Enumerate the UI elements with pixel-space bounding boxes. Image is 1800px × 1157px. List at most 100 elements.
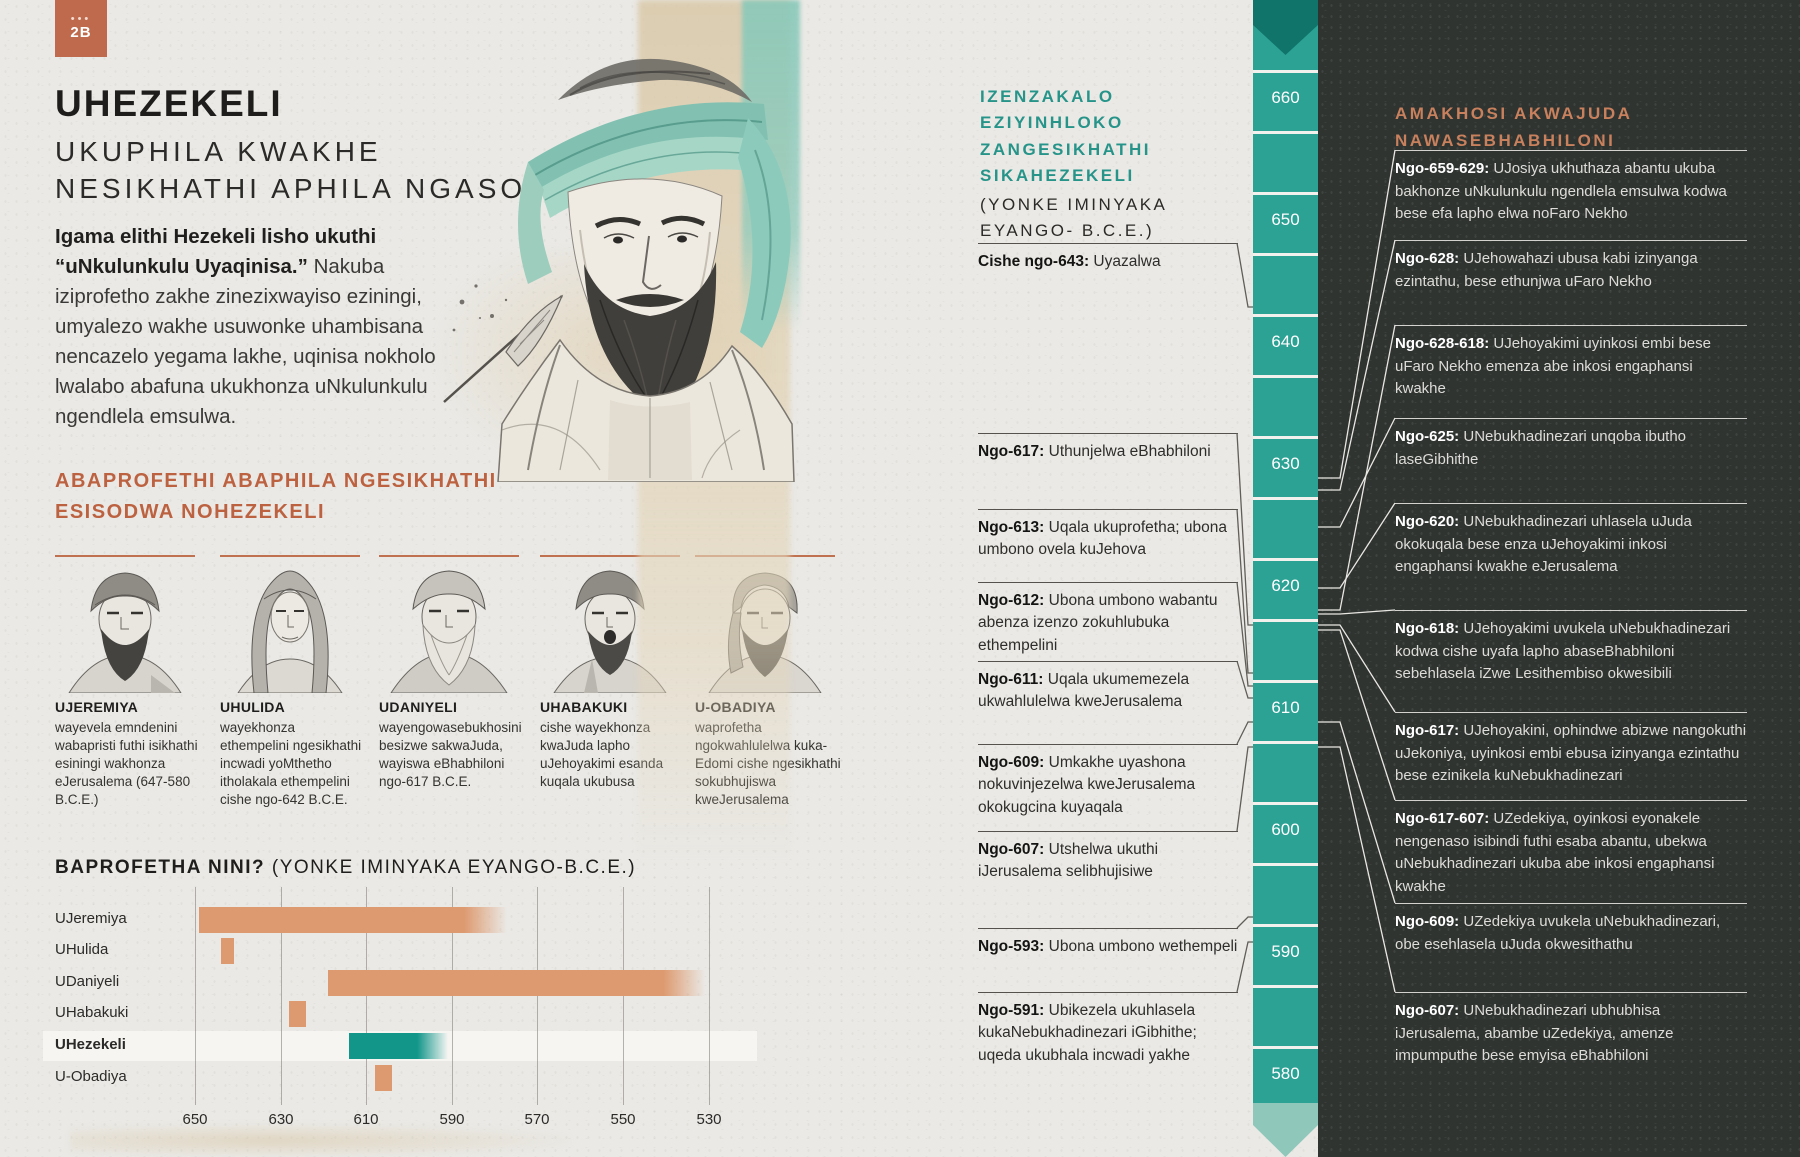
bar-daniel <box>328 970 705 996</box>
axis-label-570: 570 <box>524 1111 550 1128</box>
king-event-620: Ngo-620: UNebukhadinezari uhlasela uJuda… <box>1395 503 1747 579</box>
king-event-609: Ngo-609: UZedekiya uvukela uNebukhadinez… <box>1395 903 1747 956</box>
timeline-year-label: 620 <box>1271 576 1300 595</box>
prophet-card-daniel: UDANIYELI wayengowasebukhosini besizwe s… <box>379 555 531 791</box>
mid-events-subtitle: (YONKE IMINYAKA EYANGO- B.C.E.) <box>980 195 1168 241</box>
event-text: UJehoyakimi uyinkosi embi bese uFaro Nek… <box>1395 335 1711 397</box>
event-text: UNebukhadinezari uhlasela uJuda okokuqal… <box>1395 513 1692 575</box>
timeline-divider <box>1253 375 1318 378</box>
left-connectors <box>1236 242 1253 993</box>
event-text: Uyazalwa <box>1093 253 1161 270</box>
timeline-divider <box>1253 619 1318 622</box>
prophet-description: wayengowasebukhosini besizwe sakwaJuda, … <box>379 720 522 790</box>
timeline-divider <box>1253 680 1318 683</box>
row-label-daniel: UDaniyeli <box>55 973 120 990</box>
row-label-ezekiel: UHezekeli <box>55 1036 126 1053</box>
king-event-607: Ngo-607: UNebukhadinezari ubhubhisa iJer… <box>1395 992 1747 1068</box>
event-year: Ngo-620: <box>1395 513 1460 530</box>
king-event-625: Ngo-625: UNebukhadinezari unqoba ibutho … <box>1395 418 1747 471</box>
event-617-exile: Ngo-617: Uthunjelwa eBhabhiloni <box>978 433 1238 463</box>
timeline-year-label: 590 <box>1271 942 1300 961</box>
event-text: Uqala ukumemezela ukwahlulelwa kweJerusa… <box>978 671 1190 711</box>
axis-label-650: 650 <box>182 1111 208 1128</box>
timeline-divider <box>1253 314 1318 317</box>
page-subtitle: UKUPHILA KWAKHE NESIKHATHI APHILA NGASO <box>55 136 527 205</box>
event-year: Ngo-659-629: <box>1395 160 1490 177</box>
timeline-bottom-arrow-icon <box>1253 1103 1318 1157</box>
event-text: UNebukhadinezari ubhubhisa iJerusalema, … <box>1395 1002 1674 1064</box>
card-accent-rule <box>220 555 360 557</box>
king-event-659-629: Ngo-659-629: UJosiya ukhuthaza abantu uk… <box>1395 150 1747 226</box>
prophet-description: waprofetha ngokwahlulelwa kuka-Edomi cis… <box>695 720 841 808</box>
gridline-530 <box>709 887 710 1105</box>
bar-obadiah <box>375 1065 392 1091</box>
event-text: Ubona umbono wethempeli <box>1048 938 1238 955</box>
timeline-year-label: 630 <box>1271 454 1300 473</box>
row-label-huldah: UHulida <box>55 941 109 958</box>
timeline-year-label: 650 <box>1271 210 1300 229</box>
prophet-portrait-sketch <box>68 572 182 693</box>
event-591-egypt: Ngo-591: Ubikezela ukuhlasela kukaNebukh… <box>978 992 1238 1067</box>
badge-label: 2B <box>70 24 92 41</box>
event-text: UJehoyakini, ophindwe abizwe nangokuthi … <box>1395 722 1747 784</box>
timeline-column <box>1253 0 1318 1125</box>
prophet-card-jeremiah: UJEREMIYA wayevela emndenini wabapristi … <box>55 555 207 809</box>
king-event-617-607: Ngo-617-607: UZedekiya, oyinkosi eyonake… <box>1395 800 1747 898</box>
row-label-habakkuk: UHabakuki <box>55 1004 129 1021</box>
event-year: Cishe ngo-643: <box>978 253 1090 270</box>
row-label-jeremiah: UJeremiya <box>55 910 127 927</box>
timeline-year-label: 580 <box>1271 1064 1300 1083</box>
king-event-618: Ngo-618: UJehoyakimi uvukela uNebukhadin… <box>1395 610 1747 686</box>
ink-splatter <box>452 284 508 332</box>
event-text: Ubikezela ukuhlasela kukaNebukhadinezari… <box>978 1002 1197 1064</box>
event-text: Utshelwa ukuthi iJerusalema selibhujisiw… <box>978 841 1159 881</box>
card-accent-rule <box>55 555 195 557</box>
timeline-divider <box>1253 802 1318 805</box>
page-badge: ••• 2B <box>55 0 107 57</box>
gridline-550 <box>623 887 624 1105</box>
bar-jeremiah <box>199 907 507 933</box>
event-year: Ngo-612: <box>978 592 1045 609</box>
prophet-name: UHABAKUKI <box>540 699 628 715</box>
event-text: UJosiya ukhuthaza abantu ukuba bakhonze … <box>1395 160 1727 222</box>
card-accent-rule <box>695 555 835 557</box>
timeline-divider <box>1253 985 1318 988</box>
prophet-name: UHULIDA <box>220 699 286 715</box>
page-title: UHEZEKELI <box>55 83 283 124</box>
event-year: Ngo-617-607: <box>1395 810 1490 827</box>
gantt-title-note: (YONKE IMINYAKA EYANGO-B.C.E.) <box>271 857 637 878</box>
prophet-card-obadiah: U-OBADIYA waprofetha ngokwahlulelwa kuka… <box>695 555 847 809</box>
event-text: Ubona umbono wabantu abenza izenzo zokuh… <box>978 592 1218 654</box>
king-event-628: Ngo-628: UJehowahazi ubusa kabi izinyang… <box>1395 240 1747 293</box>
prophecy-gantt-chart: BAPROFETHA NINI? (YONKE IMINYAKA EYANGO-… <box>43 855 769 1155</box>
mid-events-title: IZENZAKALO EZIYINHLOKO ZANGESIKHATHI SIK… <box>980 87 1152 186</box>
prophet-description: wayekhonza ethempelini ngesikhathi incwa… <box>220 720 362 808</box>
timeline-divider <box>1253 741 1318 744</box>
event-year: Ngo-628: <box>1395 250 1460 267</box>
timeline-divider <box>1253 131 1318 134</box>
card-accent-rule <box>379 555 519 557</box>
gridline-630 <box>281 887 282 1105</box>
event-text: Umkakhe uyashona nokuvinjezelwa kweJerus… <box>978 754 1196 816</box>
event-year: Ngo-617: <box>978 443 1045 460</box>
timeline-divider <box>1253 192 1318 195</box>
prophet-description: cishe wayekhonza kwaJuda lapho uJehoyaki… <box>540 720 664 790</box>
bar-ezekiel <box>349 1033 448 1059</box>
ezekiel-portrait-sketch <box>443 58 795 483</box>
event-year: Ngo-625: <box>1395 428 1460 445</box>
event-year: Ngo-609: <box>978 754 1045 771</box>
gantt-title: BAPROFETHA NINI? (YONKE IMINYAKA EYANGO-… <box>55 857 636 879</box>
event-year: Ngo-618: <box>1395 620 1460 637</box>
timeline-year-label: 660 <box>1271 88 1300 107</box>
gantt-title-question: BAPROFETHA NINI? <box>55 857 266 878</box>
prophet-portrait-sketch <box>390 570 508 693</box>
event-text: UZedekiya uvukela uNebukhadinezari, obe … <box>1395 913 1721 953</box>
bar-huldah <box>221 938 234 964</box>
timeline-divider <box>1253 497 1318 500</box>
event-year: Ngo-607: <box>978 841 1045 858</box>
kings-panel-title: AMAKHOSI AKWAJUDA NAWASEBHABHILONI <box>1395 104 1633 151</box>
kings-dark-panel <box>1318 0 1800 1157</box>
event-609-wife-dies: Ngo-609: Umkakhe uyashona nokuvinjezelwa… <box>978 744 1238 819</box>
axis-label-550: 550 <box>610 1111 636 1128</box>
